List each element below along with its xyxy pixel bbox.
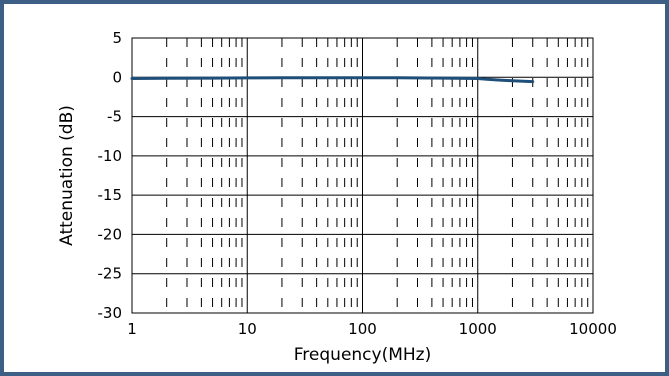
y-tick-label: -15 [98,186,123,204]
x-tick-label: 10 [238,320,257,338]
x-tick-labels: 1 10 100 1000 10000 [127,320,617,338]
y-tick-label: -5 [107,108,122,126]
x-tick-label: 100 [348,320,377,338]
y-tick-label: -20 [98,225,123,243]
y-tick-label: 5 [112,29,122,47]
y-tick-label: -25 [98,265,123,283]
y-tick-labels: 5 0 -5 -10 -15 -20 -25 -30 [98,29,123,322]
x-axis-title: Frequency(MHz) [294,345,431,365]
series-line [130,76,535,84]
y-tick-label: 0 [112,68,122,86]
x-tick-label: 1000 [459,320,497,338]
minor-grid [166,38,589,313]
y-tick-label: -30 [98,304,123,322]
series-layer [130,76,535,84]
y-axis-title: Attenuation (dB) [57,105,77,246]
x-tick-label: 10000 [569,320,617,338]
y-tick-label: -10 [98,147,123,165]
plot-area [131,37,594,314]
x-tick-label: 1 [127,320,137,338]
